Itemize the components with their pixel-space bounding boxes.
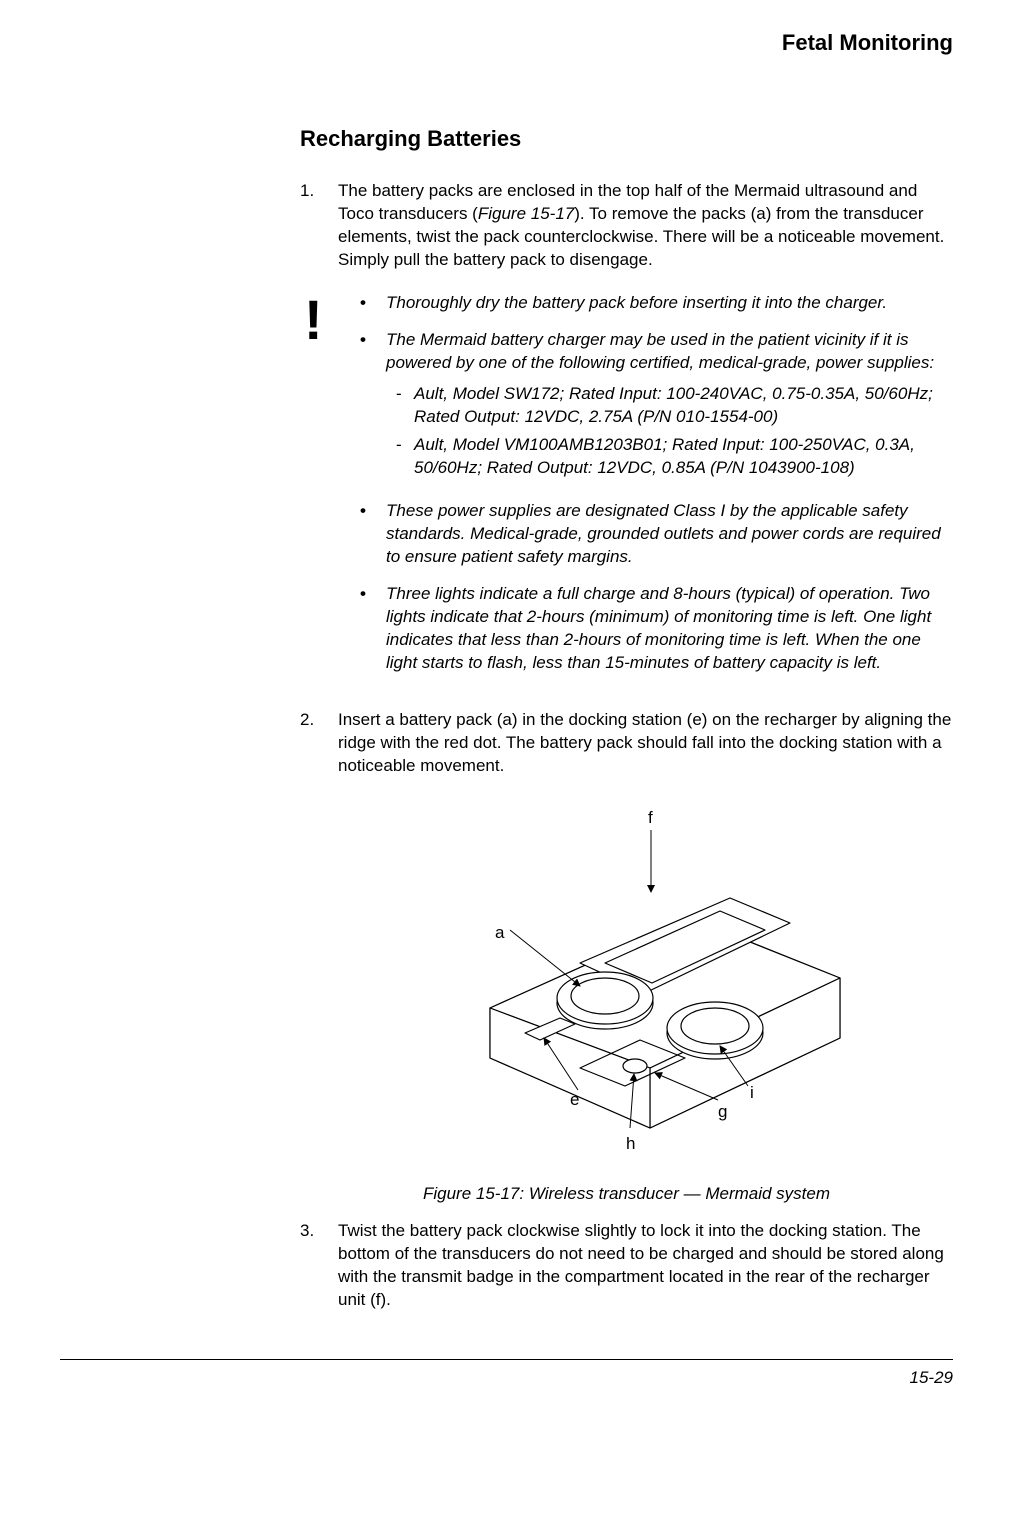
bullet-icon: • [360,329,386,487]
fig-label-i: i [750,1083,754,1103]
fig-label-a: a [495,923,504,943]
exclamation-icon: ! [300,292,360,689]
step-1: 1. The battery packs are enclosed in the… [300,180,953,272]
note-bullet: • Thoroughly dry the battery pack before… [360,292,953,315]
bullet-icon: • [360,292,386,315]
note-text: Thoroughly dry the battery pack before i… [386,292,953,315]
bullet-icon: • [360,583,386,675]
note-bullet: • The Mermaid battery charger may be use… [360,329,953,487]
sub-text: Ault, Model SW172; Rated Input: 100-240V… [414,383,953,429]
figure-15-17: f a e h g i [300,808,953,1178]
note-text: Three lights indicate a full charge and … [386,583,953,675]
sub-text: Ault, Model VM100AMB1203B01; Rated Input… [414,434,953,480]
step-3: 3. Twist the battery pack clockwise slig… [300,1220,953,1312]
important-note: ! • Thoroughly dry the battery pack befo… [300,292,953,689]
step-number: 3. [300,1220,338,1312]
note-text: The Mermaid battery charger may be used … [386,329,953,487]
note-text: These power supplies are designated Clas… [386,500,953,569]
step-number: 2. [300,709,338,778]
page-number: 15-29 [910,1368,953,1387]
note-sub-bullet: - Ault, Model SW172; Rated Input: 100-24… [396,383,953,429]
step-2: 2. Insert a battery pack (a) in the dock… [300,709,953,778]
dash-icon: - [396,434,414,480]
figure-caption: Figure 15-17: Wireless transducer — Merm… [300,1184,953,1204]
fig-label-f: f [648,808,653,828]
section-title: Recharging Batteries [300,126,953,152]
note-sub-bullet: - Ault, Model VM100AMB1203B01; Rated Inp… [396,434,953,480]
bullet-icon: • [360,500,386,569]
page-footer: 15-29 [60,1359,953,1388]
note-b2-text: The Mermaid battery charger may be used … [386,330,934,372]
step-text: Insert a battery pack (a) in the docking… [338,709,953,778]
step-text: Twist the battery pack clockwise slightl… [338,1220,953,1312]
step-text: The battery packs are enclosed in the to… [338,180,953,272]
figure-reference: Figure 15-17 [478,204,574,223]
step-number: 1. [300,180,338,272]
note-bullet: • Three lights indicate a full charge an… [360,583,953,675]
running-header: Fetal Monitoring [60,30,953,56]
fig-label-h: h [626,1134,635,1154]
dash-icon: - [396,383,414,429]
note-bullet: • These power supplies are designated Cl… [360,500,953,569]
charger-diagram [430,808,870,1168]
fig-label-g: g [718,1102,727,1122]
fig-label-e: e [570,1090,579,1110]
